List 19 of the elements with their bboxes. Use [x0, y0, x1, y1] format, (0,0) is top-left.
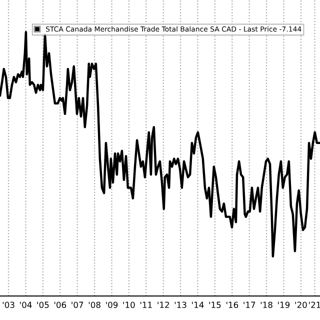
x-tick-label: '19	[278, 302, 290, 308]
x-tick-label: '10	[123, 302, 135, 308]
x-tick-label: '16	[226, 302, 238, 308]
x-tick-label: '20	[295, 302, 307, 308]
x-tick-label: '15	[209, 302, 221, 308]
x-tick-label: '21	[309, 302, 320, 308]
x-tick-label: '09	[106, 302, 118, 308]
x-tick-label: '08	[88, 302, 100, 308]
x-tick-label: '04	[20, 302, 32, 308]
x-tick-label: '17	[244, 302, 256, 308]
x-tick-label: '13	[174, 302, 186, 308]
x-tick-label: '05	[37, 302, 49, 308]
x-tick-label: '06	[54, 302, 66, 308]
x-tick-label: '12	[158, 302, 169, 308]
x-tick-label: '18	[260, 302, 272, 308]
x-tick-label: '07	[72, 302, 84, 308]
x-tick-label: '14	[192, 302, 204, 308]
x-tick-label: '11	[140, 302, 152, 308]
x-tick-label: '03	[2, 302, 14, 308]
